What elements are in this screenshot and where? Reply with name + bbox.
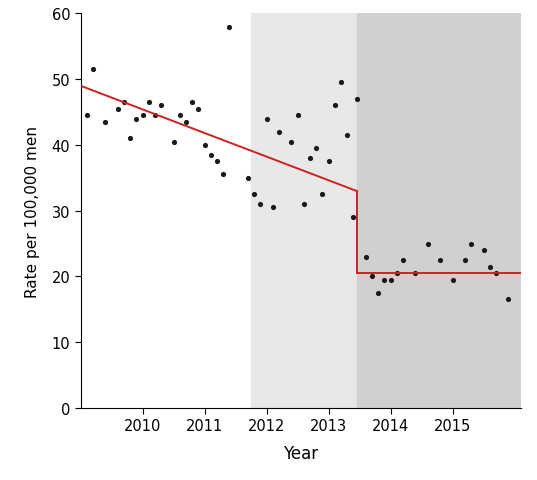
Point [225,24,234,31]
Point [126,135,134,143]
Point [380,276,389,284]
Bar [357,14,521,408]
Point [349,214,358,222]
Point [361,253,370,261]
Point [318,191,326,199]
Point [287,138,296,146]
Point [485,263,494,271]
Point [200,142,209,149]
Point [169,138,178,146]
Point [151,112,159,120]
Point [182,119,190,126]
Point [113,106,122,113]
Point [268,204,277,212]
Point [132,116,141,123]
Point [83,112,91,120]
Point [293,112,302,120]
Point [157,102,165,110]
Point [244,175,252,182]
Point [120,99,128,107]
Point [256,201,265,208]
Point [436,256,445,264]
Point [331,102,339,110]
Point [101,119,110,126]
Point [504,296,513,304]
Point [411,270,420,277]
Point [306,155,314,163]
Point [492,270,500,277]
Point [399,256,408,264]
Point [461,256,469,264]
Point [312,145,321,153]
Point [343,132,352,140]
Point [207,152,215,159]
Point [480,247,488,254]
Point [424,240,432,248]
Point [138,112,147,120]
Point [352,96,361,104]
Point [374,289,382,297]
Point [194,106,202,113]
Point [250,191,258,199]
Point [467,240,476,248]
Bar [251,14,357,408]
Point [213,158,221,166]
Point [386,276,395,284]
Point [262,116,271,123]
Point [337,80,345,87]
Point [176,112,184,120]
Point [89,66,97,74]
Point [368,273,376,281]
Point [448,276,457,284]
Point [324,158,333,166]
Point [144,99,153,107]
Y-axis label: Rate per 100,000 men: Rate per 100,000 men [25,125,40,297]
Point [219,171,228,179]
Point [275,129,284,136]
Point [393,270,401,277]
X-axis label: Year: Year [283,444,318,462]
Point [300,201,308,208]
Point [188,99,197,107]
